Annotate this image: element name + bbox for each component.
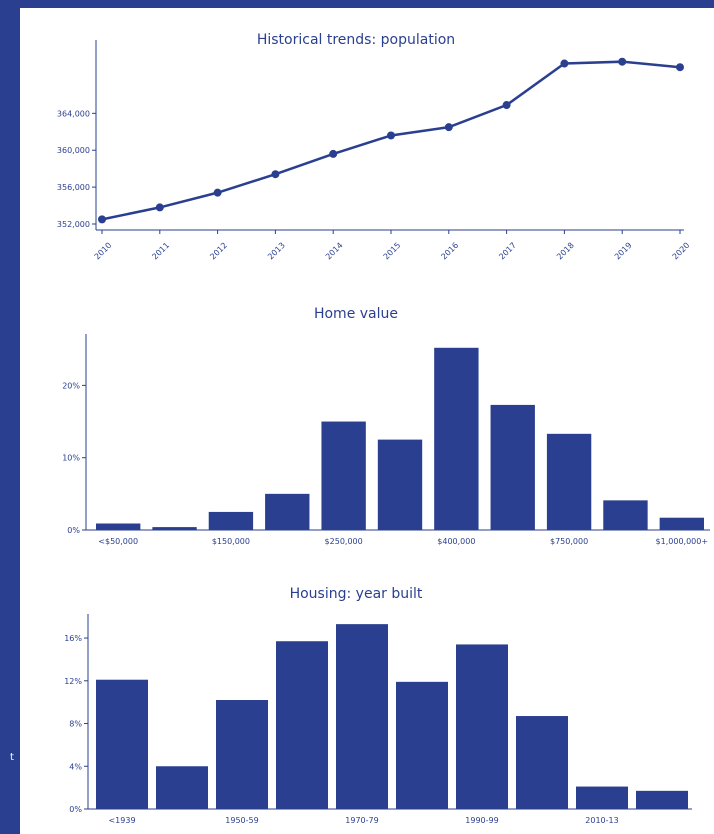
data-point [98,215,106,224]
population-line [101,60,681,221]
x-tick-label: 2017 [497,241,518,262]
bar [659,517,704,530]
bar [156,766,208,809]
bar [276,641,328,809]
bar [396,681,448,809]
bar [96,523,141,530]
x-tick-label: <$50,000 [98,537,138,546]
y-tick-label: 356,000 [57,183,90,192]
bar [265,493,310,530]
chart-title: Home value [314,306,398,322]
bar [490,404,535,530]
y-tick-label: 16% [64,634,82,643]
bar [377,439,423,530]
bar [456,644,508,809]
x-tick-label: 2011 [150,241,171,262]
bar [96,679,148,809]
bar [216,700,268,809]
bar [321,421,366,530]
bar [152,527,197,530]
x-tick-label: $750,000 [550,537,588,546]
population-trend-chart: Historical trends: population 352,000 356,… [57,32,692,262]
y-tick-label: 4% [69,762,82,771]
data-point [213,188,222,197]
x-tick-label: 2019 [613,241,634,262]
x-tick-label: 1970-79 [345,816,378,825]
data-point [502,101,511,110]
x-tick-label: 2013 [266,241,287,262]
bar [336,624,388,809]
bar [603,500,648,530]
data-point [155,203,164,212]
chart-title: Historical trends: population [257,32,455,48]
x-tick-label: 1990-99 [465,816,498,825]
charts-panel: Historical trends: population 352,000 356,… [20,8,714,834]
x-tick-label: <1939 [108,816,135,825]
bar [546,433,592,530]
y-tick-label: 20% [62,381,80,390]
left-sidebar-strip: t [0,0,20,834]
y-tick-label: 0% [69,805,82,814]
y-tick-label: 12% [64,677,82,686]
bar [576,786,628,809]
x-tick-label: 2012 [208,241,229,262]
bar [434,347,479,530]
x-tick-label: 2010-13 [585,816,618,825]
year-built-chart: Housing: year built 0% 4% 8% 12% 16% <1939 1950… [64,586,692,825]
x-tick-label: $250,000 [325,537,363,546]
x-tick-label: $400,000 [437,537,475,546]
x-tick-label: 2014 [324,241,345,262]
y-tick-label: 0% [67,526,80,535]
data-point [271,170,280,179]
data-point [444,123,453,132]
sidebar-stray-text: t [10,752,14,763]
x-tick-label: 2018 [555,241,576,262]
x-tick-label: 2020 [671,241,692,262]
data-point [618,57,627,66]
data-point [560,59,569,68]
data-point [329,149,338,158]
y-tick-label: 10% [62,454,80,463]
data-point [676,63,684,72]
chart-title: Housing: year built [290,586,423,602]
top-accent-bar [0,0,714,8]
x-tick-label: 2015 [382,241,403,262]
y-tick-label: 364,000 [57,109,90,118]
x-tick-label: 2010 [93,241,114,262]
y-tick-label: 352,000 [57,220,90,229]
x-tick-label: $1,000,000+ [656,537,709,546]
bar [516,716,568,809]
y-tick-label: 360,000 [57,146,90,155]
y-tick-label: 8% [69,720,82,729]
x-tick-label: 1950-59 [225,816,258,825]
x-tick-label: 2016 [439,241,460,262]
bar [636,790,688,809]
data-point [387,131,395,140]
bar [208,511,254,530]
home-value-chart: Home value 0% 10% 20% <$50,000 $150,000 $250,0… [62,306,710,546]
x-tick-label: $150,000 [212,537,250,546]
